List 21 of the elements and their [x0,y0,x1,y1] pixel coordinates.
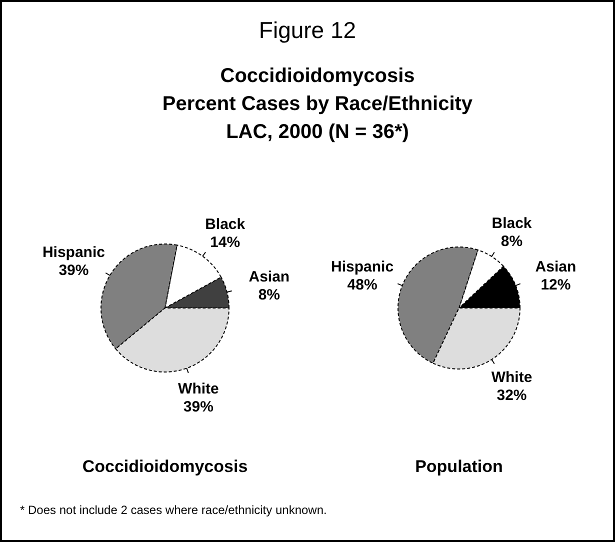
data-label: 8% [258,286,280,304]
chart-subtitle: Coccidioidomycosis Percent Cases by Race/Ethnicity LAC, 2000 (N = 36*) [162,65,474,143]
slice-label: White [491,368,532,386]
slice-label: Black [492,215,532,232]
slice-label: White [178,380,219,398]
chart-title: Figure 12 [258,17,356,43]
text: * Does not include 2 cases where race/ethnicity unknown. [20,503,327,517]
data-label: 32% [496,386,527,404]
data-label: 48% [347,276,378,294]
text: Coccidioidomycosis [82,457,248,476]
slice-label: Asian [535,258,576,276]
data-label: 39% [58,262,89,280]
data-label: 14% [210,234,240,251]
slice-label: Black [205,216,246,233]
data-label: 12% [540,276,571,294]
slice-label: Hispanic [42,244,105,262]
text: Population [415,457,503,476]
slice-label: Hispanic [331,258,394,276]
data-label: 39% [183,398,214,416]
data-label: 8% [500,233,523,250]
slice-label: Asian [248,268,290,286]
